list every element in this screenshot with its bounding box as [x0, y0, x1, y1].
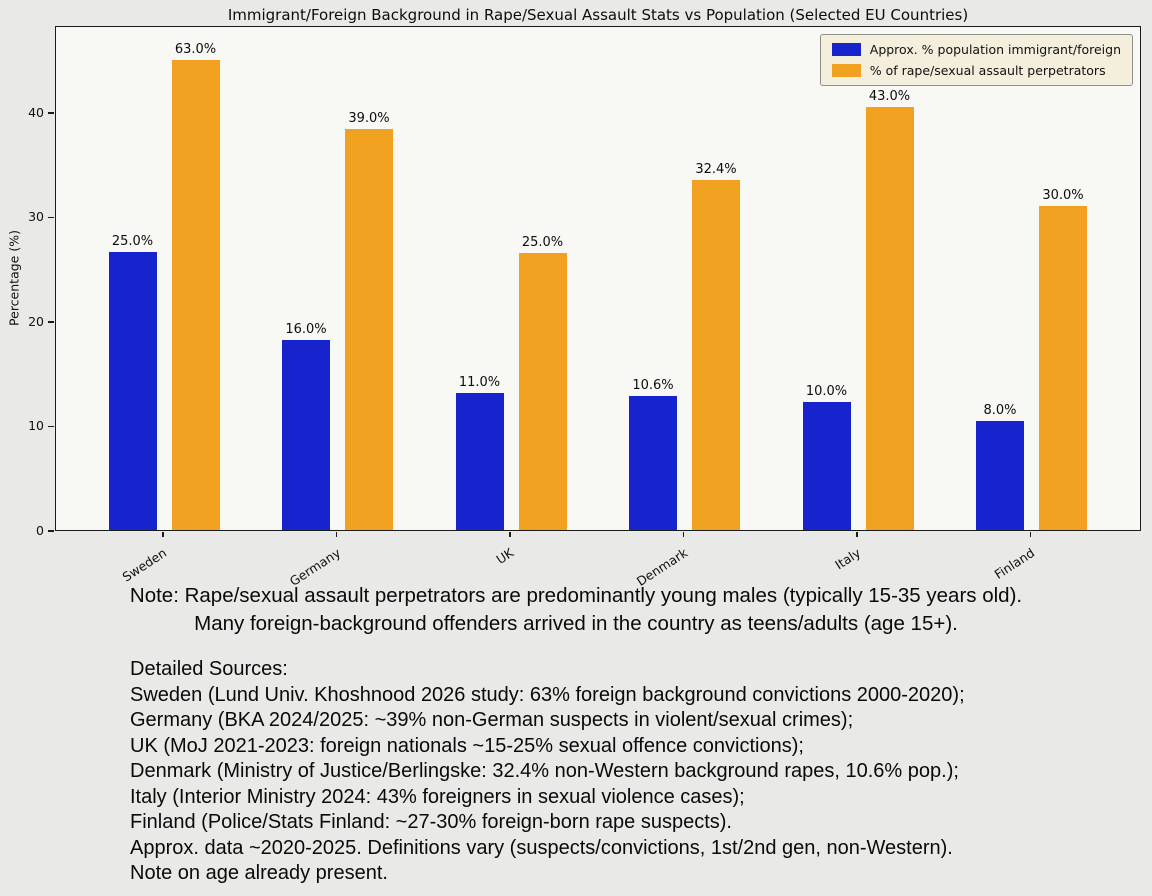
sources-heading: Detailed Sources:	[130, 658, 288, 680]
legend-item: Approx. % population immigrant/foreign	[831, 42, 1121, 57]
source-line: Approx. data ~2020-2025. Definitions var…	[130, 836, 953, 859]
bar-wrap: 32.4%	[692, 162, 740, 530]
source-line: Germany (BKA 2024/2025: ~39% non-German …	[130, 709, 854, 731]
source-line: Italy (Interior Ministry 2024: 43% forei…	[130, 785, 745, 808]
plot-area: Approx. % population immigrant/foreign % …	[55, 26, 1141, 531]
y-tick-label: 0	[36, 523, 44, 538]
perpetrator-bar	[865, 106, 914, 530]
bar-value-label: 25.0%	[111, 233, 154, 249]
bar-group-germany: 16.0% 39.0%	[282, 110, 393, 530]
x-tick-mark	[162, 532, 164, 537]
y-tick-mark	[48, 112, 54, 114]
population-bar	[282, 339, 330, 530]
bar-wrap: 43.0%	[865, 88, 914, 530]
population-bar	[108, 251, 157, 530]
bar-group-denmark: 10.6% 32.4%	[629, 162, 740, 530]
bar-value-label: 30.0%	[1042, 187, 1084, 203]
source-line: Sweden (Lund Univ. Khoshnood 2026 study:…	[130, 683, 965, 706]
legend: Approx. % population immigrant/foreign % …	[819, 34, 1133, 86]
y-tick-label: 20	[28, 313, 44, 329]
perpetrator-bar	[1039, 205, 1087, 530]
bar-wrap: 11.0%	[455, 375, 504, 530]
y-tick-label: 10	[28, 418, 44, 434]
bar-value-label: 63.0%	[174, 41, 217, 57]
legend-item-label: % of rape/sexual assault perpetrators	[869, 63, 1106, 78]
y-tick-mark	[48, 425, 54, 428]
bar-group-finland: 8.0% 30.0%	[976, 188, 1087, 530]
bar-value-label: 16.0%	[285, 321, 327, 337]
legend-item: % of rape/sexual assault perpetrators	[831, 63, 1121, 78]
source-line: UK (MoJ 2021-2023: foreign nationals ~15…	[130, 734, 804, 757]
bar-value-label: 10.6%	[632, 378, 674, 394]
bar-group-uk: 11.0% 25.0%	[455, 234, 567, 530]
perpetrator-bar	[692, 179, 740, 530]
note-line-2: Many foreign-background offenders arrive…	[194, 612, 958, 635]
bar-value-label: 10.0%	[805, 384, 848, 400]
x-tick-mark	[509, 532, 511, 537]
y-tick-mark	[48, 530, 54, 532]
bar-value-label: 25.0%	[521, 234, 564, 250]
population-bar	[802, 402, 851, 530]
bar-wrap: 30.0%	[1039, 188, 1087, 530]
bar-wrap: 8.0%	[976, 403, 1024, 530]
bar-value-label: 32.4%	[695, 161, 737, 177]
population-bar	[976, 421, 1024, 530]
bar-wrap: 16.0%	[282, 322, 330, 530]
legend-swatch	[831, 64, 861, 77]
y-tick-mark	[48, 321, 54, 323]
bar-value-label: 43.0%	[868, 88, 911, 104]
bar-value-label: 39.0%	[348, 110, 390, 126]
bar-value-label: 8.0%	[983, 403, 1017, 419]
population-bar	[455, 393, 504, 530]
bar-wrap: 25.0%	[518, 234, 567, 530]
population-bar	[629, 396, 677, 530]
legend-item-label: Approx. % population immigrant/foreign	[869, 42, 1121, 57]
bar-wrap: 25.0%	[108, 233, 157, 530]
bar-wrap: 63.0%	[171, 41, 220, 530]
bar-wrap: 10.6%	[629, 378, 677, 530]
y-axis-label: Percentage (%)	[6, 230, 22, 326]
x-tick-mark	[335, 532, 338, 537]
legend-swatch	[831, 43, 861, 56]
x-tick-mark	[856, 532, 858, 537]
bar-group-italy: 10.0% 43.0%	[802, 88, 914, 530]
bar-value-label: 11.0%	[458, 375, 501, 390]
chart-title: Immigrant/Foreign Background in Rape/Sex…	[227, 6, 969, 24]
x-tick-mark	[1029, 532, 1032, 537]
source-line: Note on age already present.	[130, 862, 388, 884]
source-line: Finland (Police/Stats Finland: ~27-30% f…	[130, 811, 732, 833]
perpetrator-bar	[518, 252, 567, 530]
source-line: Denmark (Ministry of Justice/Berlingske:…	[130, 760, 959, 782]
bar-wrap: 10.0%	[802, 384, 851, 530]
perpetrator-bar	[345, 128, 393, 530]
sources-block: Detailed Sources: Sweden (Lund Univ. Kho…	[130, 657, 965, 887]
y-tick-label: 30	[28, 209, 44, 225]
sources-lines: Sweden (Lund Univ. Khoshnood 2026 study:…	[130, 683, 965, 887]
bar-group-sweden: 25.0% 63.0%	[108, 41, 220, 530]
y-tick-mark	[48, 216, 54, 219]
bar-wrap: 39.0%	[345, 110, 393, 530]
perpetrator-bar	[171, 59, 220, 530]
note-line-1: Note: Rape/sexual assault perpetrators a…	[129, 584, 1023, 607]
x-tick-mark	[682, 532, 685, 537]
y-tick-label: 40	[28, 104, 44, 120]
